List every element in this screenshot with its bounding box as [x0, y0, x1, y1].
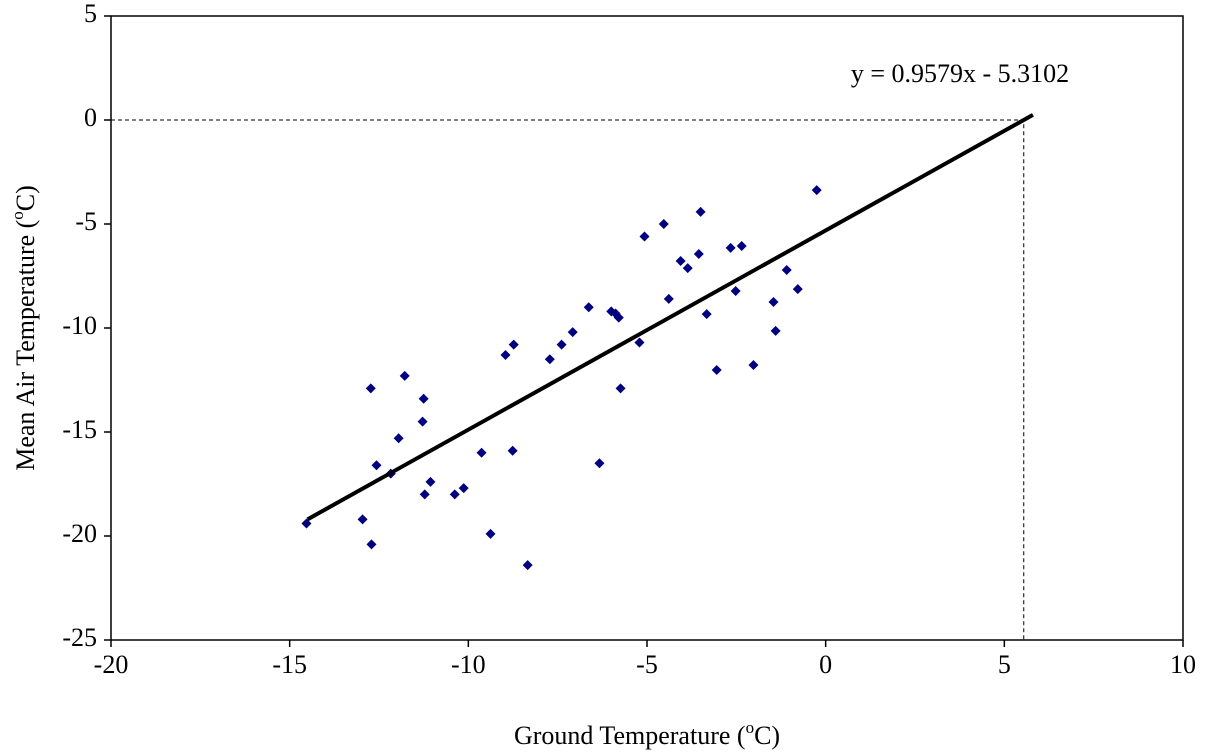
point	[701, 309, 712, 320]
x-tick-label: -20	[94, 650, 129, 679]
x-label-sup: o	[746, 718, 755, 737]
y-label-sup: o	[8, 211, 27, 220]
point	[476, 447, 487, 458]
point	[639, 231, 650, 242]
trendline	[306, 113, 1034, 522]
x-tick-label: 10	[1170, 650, 1196, 679]
y-tick-label: -5	[75, 207, 97, 236]
point	[399, 370, 410, 381]
x-axis-label: Ground Temperature (oC)	[514, 718, 780, 750]
point	[792, 284, 803, 295]
point	[371, 460, 382, 471]
x-tick-label: 0	[819, 650, 832, 679]
point	[781, 264, 792, 275]
point	[485, 528, 496, 539]
point	[583, 302, 594, 313]
point	[500, 350, 511, 361]
x-label-end: C)	[754, 721, 780, 750]
point	[693, 248, 704, 259]
y-tick-label: -25	[62, 623, 97, 652]
point	[417, 416, 428, 427]
point	[365, 383, 376, 394]
x-tick-label: -5	[636, 650, 658, 679]
x-tick-label: -10	[451, 650, 486, 679]
point	[522, 560, 533, 571]
y-label-text: Mean Air Temperature (	[11, 220, 40, 471]
x-tick-label: -15	[272, 650, 307, 679]
point	[425, 476, 436, 487]
point	[615, 383, 626, 394]
point	[770, 325, 781, 336]
point	[507, 445, 518, 456]
point	[725, 242, 736, 253]
point	[418, 393, 429, 404]
point	[730, 285, 741, 296]
point	[658, 219, 669, 229]
point	[357, 514, 368, 525]
point	[695, 206, 706, 217]
y-label-end: C)	[11, 185, 40, 211]
point	[556, 339, 567, 350]
point	[458, 483, 469, 494]
point	[711, 365, 722, 376]
x-label-text: Ground Temperature (	[514, 721, 746, 750]
point	[811, 185, 822, 196]
point	[393, 433, 404, 444]
point	[768, 297, 779, 307]
point	[594, 458, 605, 469]
y-tick-label: -15	[62, 415, 97, 444]
point	[663, 293, 674, 304]
y-tick-label: 0	[84, 103, 97, 132]
point	[449, 489, 460, 500]
y-tick-label: -10	[62, 311, 97, 340]
point	[567, 327, 578, 338]
point	[748, 360, 759, 371]
point	[508, 339, 519, 350]
point	[419, 489, 430, 500]
y-tick-label: 5	[84, 0, 97, 28]
point	[634, 337, 645, 348]
point	[682, 263, 693, 274]
point	[366, 539, 377, 550]
trendline-equation: y = 0.9579x - 5.3102	[851, 59, 1069, 88]
point	[613, 312, 624, 323]
y-tick-label: -20	[62, 519, 97, 548]
point	[544, 354, 555, 365]
point	[736, 241, 747, 252]
point	[301, 518, 312, 529]
point	[675, 256, 686, 267]
y-axis-label: Mean Air Temperature (oC)	[8, 185, 40, 471]
x-tick-label: 5	[998, 650, 1011, 679]
